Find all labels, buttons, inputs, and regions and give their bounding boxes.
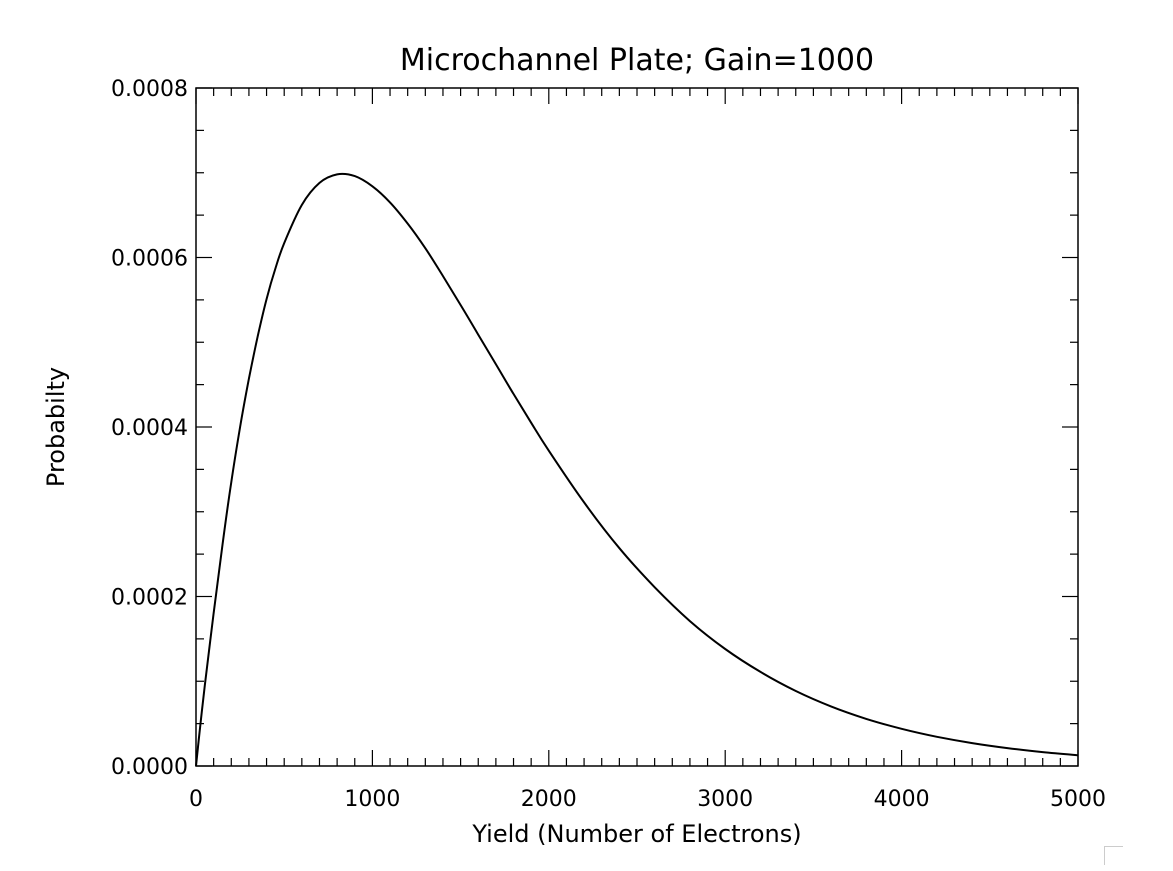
x-tick-label: 2000 xyxy=(521,787,577,812)
x-tick-label: 5000 xyxy=(1050,787,1106,812)
y-tick-label: 0.0002 xyxy=(111,586,188,611)
x-tick-label: 1000 xyxy=(344,787,400,812)
resize-corner xyxy=(1104,846,1123,865)
x-tick-labels: 0 1000 2000 3000 4000 5000 xyxy=(189,787,1106,812)
x-axis-label: Yield (Number of Electrons) xyxy=(471,820,801,848)
y-axis-label: Probabilty xyxy=(42,367,70,487)
y-tick-label: 0.0008 xyxy=(111,77,188,102)
y-tick-labels: 0.0000 0.0002 0.0004 0.0006 0.0008 xyxy=(111,77,188,780)
y-tick-label: 0.0006 xyxy=(111,247,188,272)
plot-frame xyxy=(195,87,1079,767)
x-tick-label: 0 xyxy=(189,787,203,812)
axis-ticks xyxy=(195,87,1079,767)
x-tick-label: 3000 xyxy=(697,787,753,812)
chart-title: Microchannel Plate; Gain=1000 xyxy=(400,43,874,78)
series-line xyxy=(195,172,1079,767)
y-tick-label: 0.0000 xyxy=(111,755,188,780)
x-tick-label: 4000 xyxy=(874,787,930,812)
y-tick-label: 0.0004 xyxy=(111,416,188,441)
